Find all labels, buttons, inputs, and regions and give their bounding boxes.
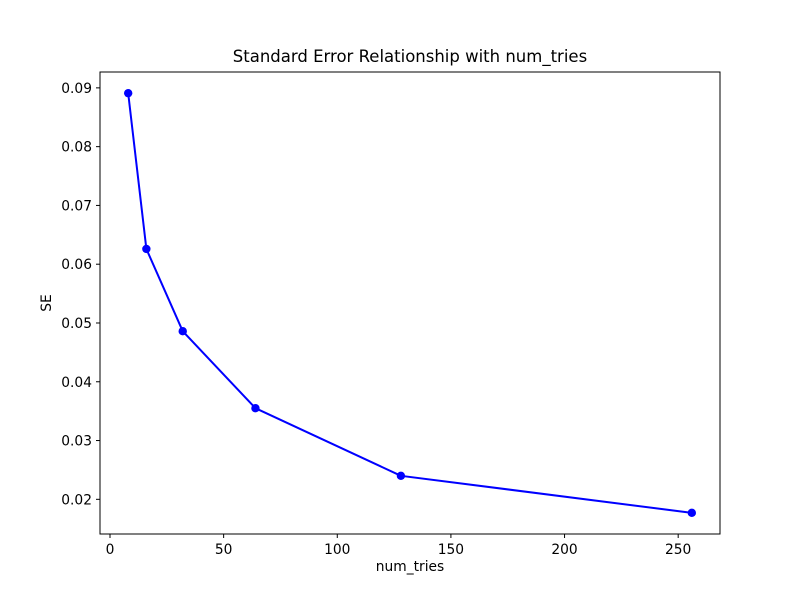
x-tick-label: 100 — [324, 542, 350, 558]
x-tick-label: 0 — [106, 542, 115, 558]
y-tick-label: 0.07 — [61, 198, 92, 214]
axes-spines — [99, 71, 721, 535]
y-tick-label: 0.08 — [61, 140, 92, 156]
y-tick-label: 0.09 — [61, 81, 92, 97]
chart-title: Standard Error Relationship with num_tri… — [232, 47, 588, 66]
y-tick-label: 0.05 — [61, 316, 92, 332]
y-tick-label: 0.03 — [61, 434, 92, 450]
data-point — [687, 508, 697, 518]
data-point — [251, 404, 260, 413]
data-point — [123, 88, 133, 98]
data-point — [142, 244, 151, 254]
x-tick-label: 200 — [551, 542, 577, 558]
x-axis-label: num_tries — [375, 559, 445, 575]
data-point — [396, 471, 406, 481]
x-tick-label: 50 — [215, 542, 233, 558]
y-tick-label: 0.06 — [61, 257, 92, 273]
x-tick-label: 250 — [665, 542, 691, 558]
y-tick-label: 0.02 — [61, 492, 92, 508]
data-line — [127, 92, 693, 514]
data-point — [178, 327, 187, 336]
y-tick-label: 0.04 — [61, 375, 92, 391]
x-tick-label: 150 — [438, 542, 464, 558]
